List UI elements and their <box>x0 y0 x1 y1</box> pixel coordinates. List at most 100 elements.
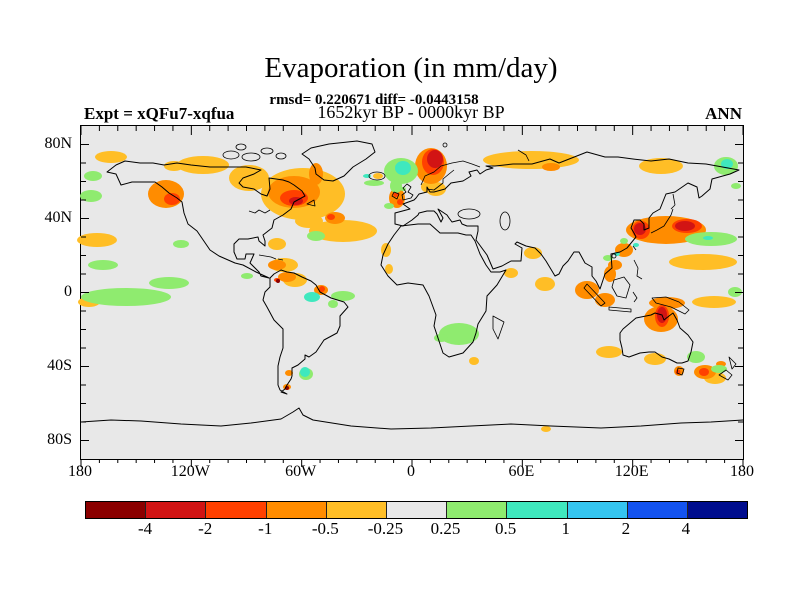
anomaly-patch <box>427 150 443 168</box>
period-line: 1652kyr BP - 0000kyr BP <box>317 102 505 122</box>
coast-island <box>241 152 261 162</box>
colorbar-boundary-label: -0.25 <box>367 519 404 538</box>
colorbar-boundary-label: 2 <box>621 519 631 538</box>
anomaly-patch <box>173 240 189 248</box>
anomaly-patch <box>319 286 325 292</box>
coast-great-lakes <box>248 209 271 214</box>
colorbar-boundary-label: -4 <box>137 519 153 538</box>
anomaly-patch <box>483 151 579 169</box>
lon-tick-label: 180 <box>68 463 92 480</box>
colorbar-cell <box>325 502 386 518</box>
coast-iceland <box>368 171 386 181</box>
world-map <box>77 126 744 467</box>
lon-tick-label: 120E <box>614 463 649 480</box>
anomaly-patch <box>711 365 727 373</box>
coast-java <box>608 306 632 313</box>
map-frame <box>77 125 744 467</box>
colorbar-cell <box>686 502 748 518</box>
anomaly-patch <box>304 292 320 302</box>
colorbar-boundary-label: 0.25 <box>430 519 461 538</box>
coast-new-guinea <box>651 296 690 315</box>
lon-tick-label: 60E <box>508 463 535 480</box>
anomaly-patch <box>307 231 325 241</box>
anomaly-patch <box>276 279 280 283</box>
anomaly-patch <box>177 156 229 174</box>
anomaly-patch <box>395 161 411 175</box>
colorbar <box>85 501 748 519</box>
anomaly-patch <box>385 264 393 274</box>
lat-tick-label: 40N <box>44 208 72 226</box>
anomaly-patch <box>595 293 615 307</box>
anomaly-patch <box>703 236 713 240</box>
anomaly-patch <box>149 277 189 289</box>
coast-sulawesi <box>632 291 638 303</box>
coast-borneo <box>611 276 631 299</box>
coast-tasmania <box>676 367 685 376</box>
lon-tick-label: 0 <box>407 463 415 480</box>
coast-japan <box>650 193 676 234</box>
anomaly-patch <box>439 323 479 345</box>
anomaly-patch <box>633 243 639 247</box>
anomaly-patch <box>397 199 403 205</box>
lon-tick-label: 60W <box>285 463 317 480</box>
anomaly-patch <box>541 426 551 432</box>
anomaly-patch <box>300 367 310 377</box>
lat-tick-label: 0 <box>64 282 72 300</box>
anomaly-patch <box>687 351 705 363</box>
anomaly-patch <box>241 273 253 279</box>
coast-africa <box>380 223 507 358</box>
coast-south-america <box>262 269 349 395</box>
lon-tick-label: 180 <box>730 463 754 480</box>
anomaly-patch <box>575 281 599 299</box>
anomaly-patch <box>469 357 479 365</box>
colorbar-boundary-label: -1 <box>258 519 273 538</box>
anomaly-patch <box>721 159 733 169</box>
anomaly-patch <box>328 300 338 308</box>
anomaly-patch <box>84 171 102 181</box>
coast-newfoundland <box>306 199 316 207</box>
colorbar-boundary-label: 4 <box>681 519 691 538</box>
colorbar-cell <box>265 502 326 518</box>
coast-svalbard <box>442 142 448 148</box>
stats-line: rmsd= 0.220671 diff= -0.0443158 <box>269 92 479 108</box>
coast-island <box>222 150 240 160</box>
colorbar-boundary-label: -0.5 <box>311 519 339 538</box>
plot-title: Evaporation (in mm/day) <box>264 52 558 84</box>
anomaly-patch <box>373 173 383 179</box>
coast-ireland <box>391 191 400 200</box>
map-ticks <box>80 126 744 467</box>
anomaly-patches <box>77 148 742 432</box>
colorbar-cell <box>446 502 507 518</box>
anomaly-patch <box>384 203 394 209</box>
anomaly-patch <box>644 353 666 365</box>
coast-arctic-islands <box>222 143 287 162</box>
coast-sumatra <box>583 283 606 307</box>
anomaly-patch <box>364 180 384 186</box>
coast-hainan <box>611 253 617 259</box>
colorbar-cell <box>205 502 266 518</box>
anomaly-patch <box>535 277 555 291</box>
experiment-label: Expt = xQFu7-xqfua <box>84 104 235 123</box>
coast-novaya-zemlya <box>517 149 530 162</box>
anomaly-patch <box>77 233 117 247</box>
anomaly-patch <box>285 370 293 376</box>
coast-scandinavia <box>420 160 481 191</box>
coast-greenland <box>301 140 376 182</box>
anomaly-patch <box>669 254 737 270</box>
anomaly-patch <box>620 238 628 244</box>
anomaly-patch <box>278 272 296 282</box>
anomaly-patch <box>309 220 377 242</box>
coast-island <box>260 147 274 155</box>
anomaly-patch <box>327 214 335 220</box>
anomaly-patch <box>504 268 518 278</box>
anomaly-patch <box>95 151 127 163</box>
anomaly-patch <box>81 288 171 306</box>
anomaly-patch <box>639 158 683 174</box>
coast-island <box>275 152 287 160</box>
lat-tick-label: 80S <box>47 430 72 448</box>
anomaly-patch <box>381 243 391 257</box>
coast-caspian-sea <box>499 211 511 231</box>
anomaly-patch <box>331 291 355 301</box>
anomaly-patch <box>542 163 560 171</box>
anomaly-patch <box>434 334 448 342</box>
